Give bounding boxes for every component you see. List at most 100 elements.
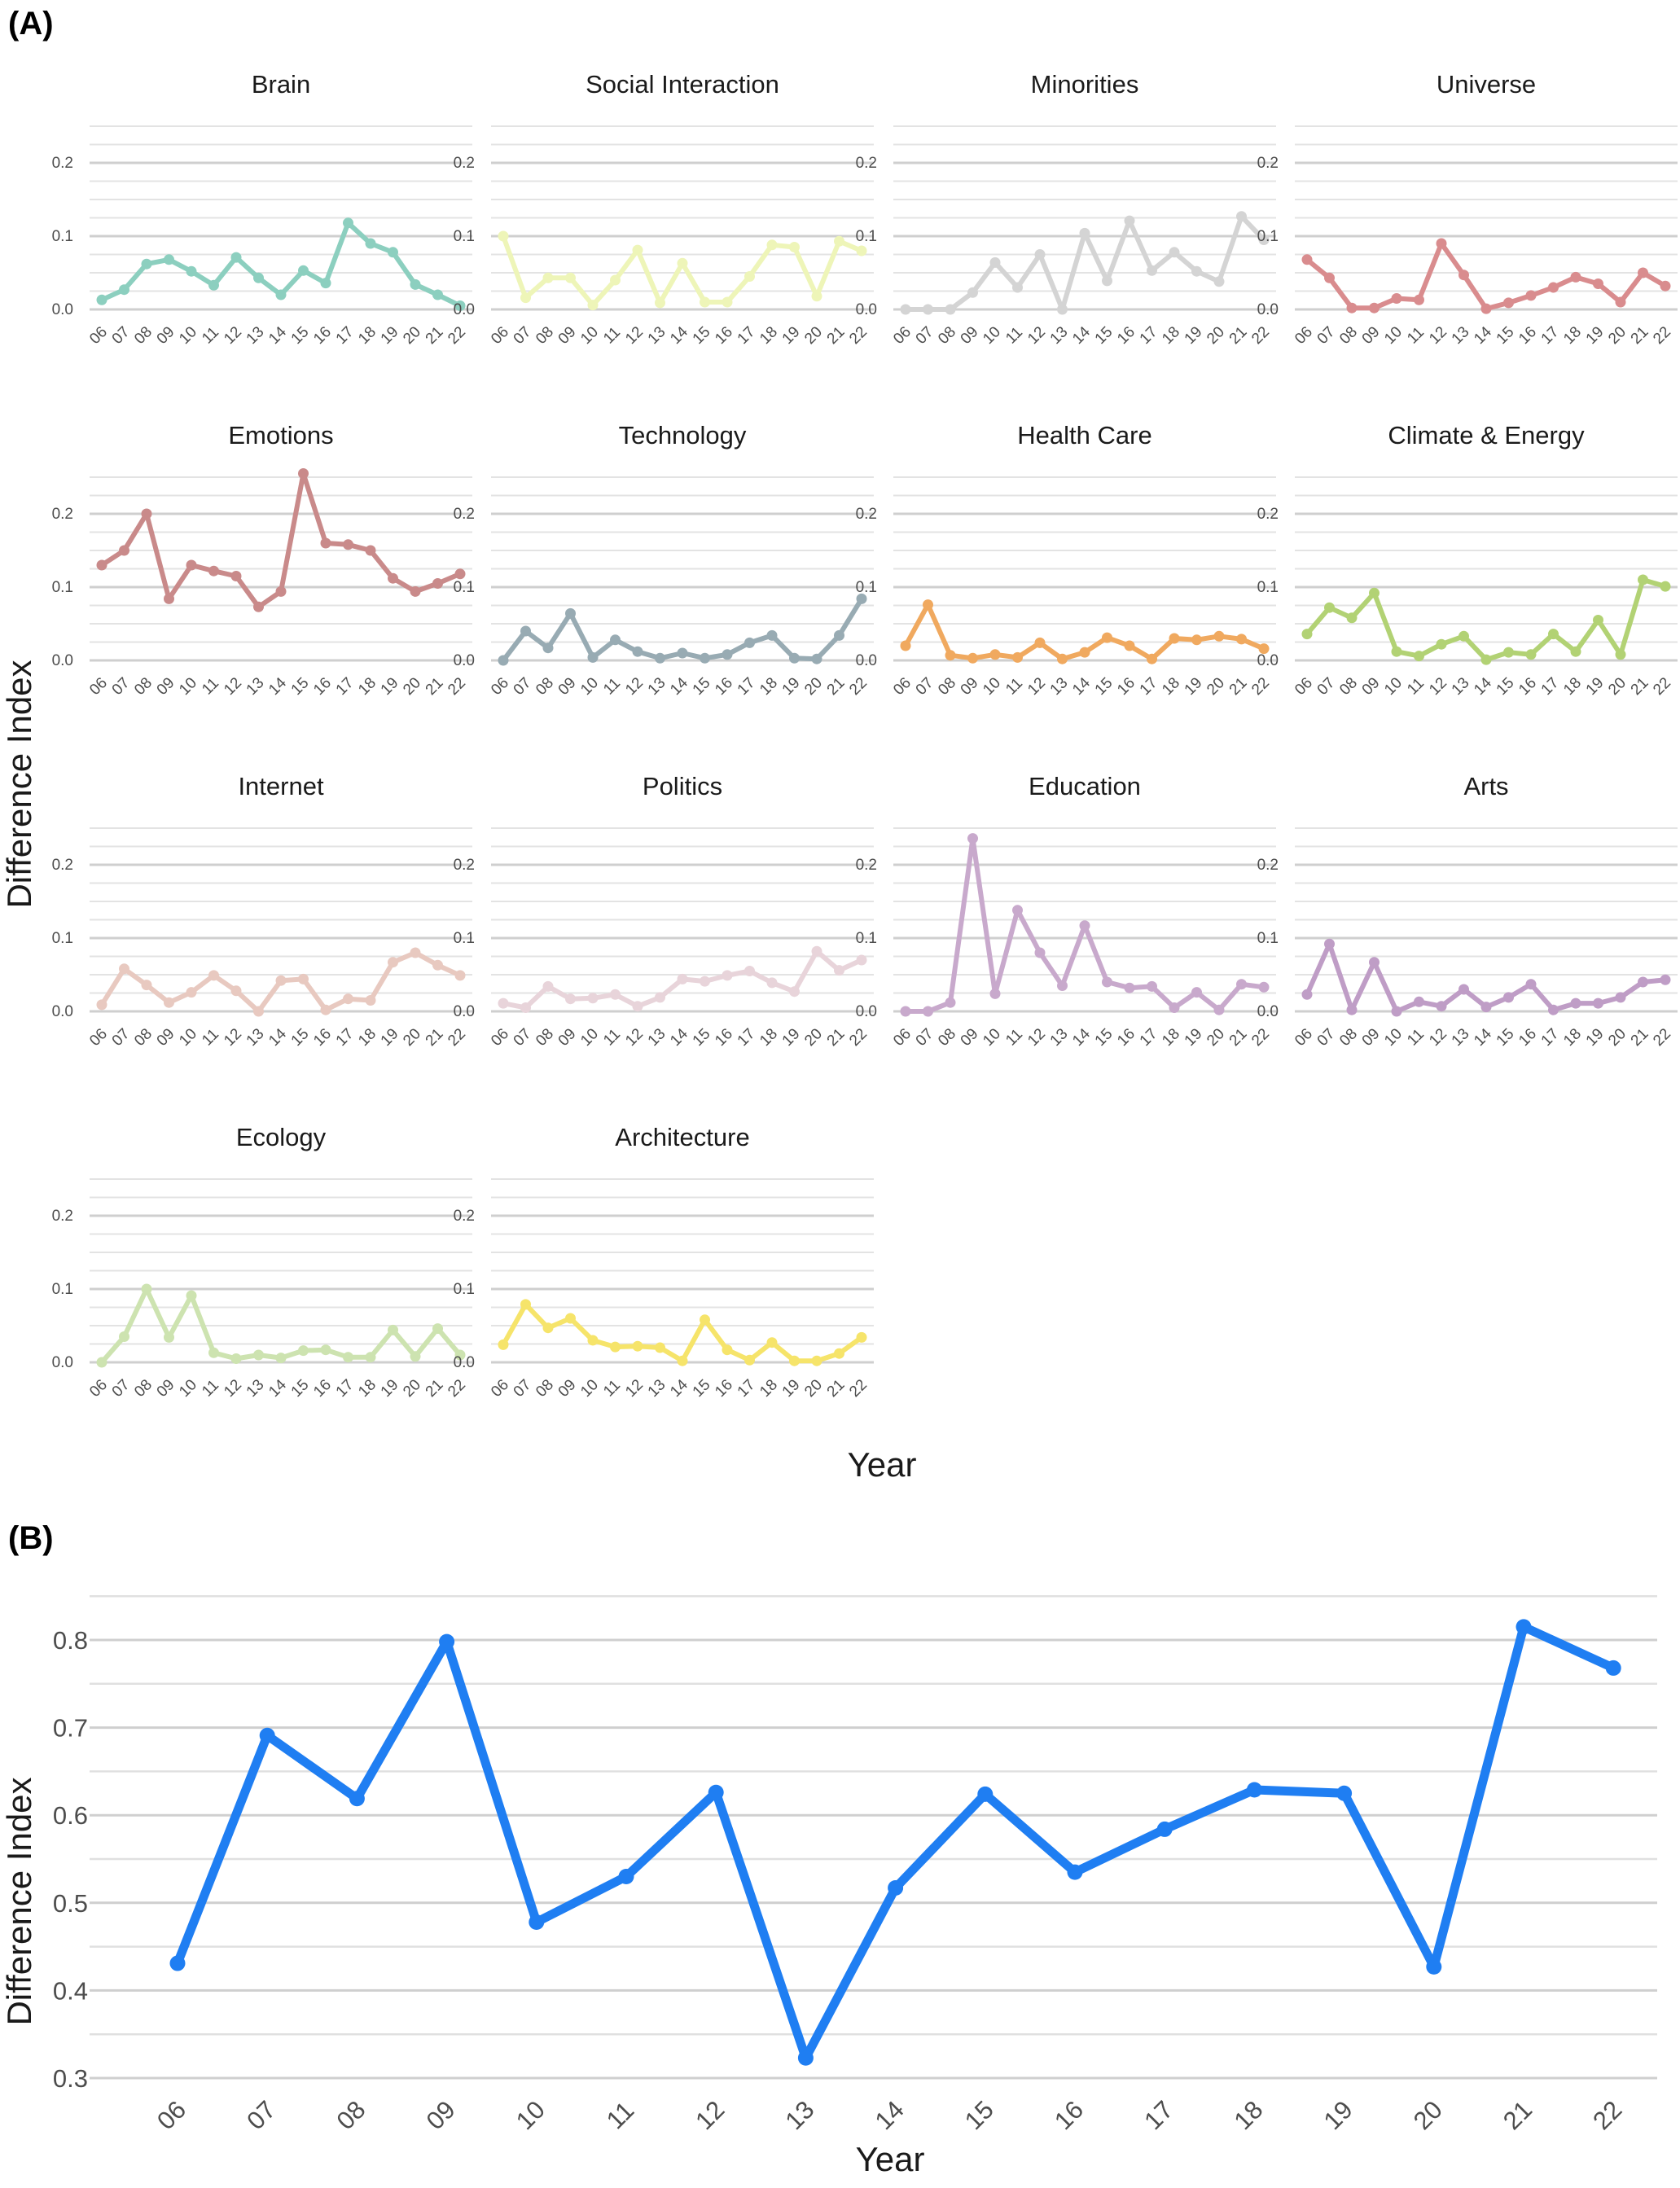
y-tick-label: 0.0	[856, 1003, 877, 1020]
data-point	[298, 1345, 309, 1357]
y-tick-label: 0.1	[454, 1281, 475, 1298]
x-tick-label: 20	[1204, 323, 1228, 348]
x-tick-label: 22	[1650, 323, 1674, 348]
data-point	[811, 945, 822, 957]
x-tick-label: 20	[400, 323, 424, 348]
x-tick-label: 12	[622, 1025, 647, 1050]
data-point	[298, 265, 309, 276]
data-point	[1169, 1002, 1180, 1013]
x-tick-label: 14	[1471, 674, 1495, 699]
y-tick-label: 0.4	[53, 1976, 88, 2005]
x-tick-label: 18	[355, 1025, 379, 1050]
data-point	[744, 1354, 755, 1366]
panel-b-x-axis-title: Year	[856, 2140, 925, 2178]
data-point	[432, 289, 443, 300]
panel-a-label: (A)	[8, 6, 54, 42]
data-point	[834, 235, 844, 247]
x-tick-label: 21	[1226, 674, 1251, 699]
y-tick-label: 0.1	[856, 930, 877, 947]
x-tick-label: 10	[176, 674, 200, 699]
data-point	[542, 1322, 554, 1334]
x-tick-label: 20	[1605, 323, 1630, 348]
x-tick-label: 20	[1605, 1025, 1630, 1050]
x-tick-label: 09	[555, 1025, 580, 1050]
x-tick-label: 07	[511, 1376, 535, 1401]
x-tick-label: 18	[1159, 323, 1183, 348]
x-tick-label: 15	[1092, 323, 1116, 348]
y-tick-label: 0.1	[52, 930, 73, 947]
y-tick-label: 0.1	[454, 579, 475, 596]
y-tick-label: 0.0	[454, 1354, 475, 1371]
x-tick-label: 06	[890, 674, 915, 699]
x-tick-label: 07	[913, 323, 937, 348]
data-point	[1034, 249, 1046, 260]
data-point	[722, 296, 733, 308]
x-tick-label: 11	[199, 324, 222, 348]
x-tick-label: 12	[622, 1376, 647, 1401]
data-point	[1436, 638, 1447, 650]
x-tick-label: 07	[511, 674, 535, 699]
data-point	[632, 1340, 643, 1352]
x-tick-label: 21	[824, 1025, 849, 1050]
x-tick-label: 16	[310, 1025, 335, 1050]
x-tick-label: 12	[1024, 1025, 1049, 1050]
data-point	[320, 537, 331, 549]
data-point	[230, 252, 242, 263]
y-tick-label: 0.1	[52, 1281, 73, 1298]
data-point	[1191, 634, 1202, 646]
data-point	[967, 652, 978, 664]
x-tick-label: 12	[1426, 674, 1450, 699]
data-point	[856, 954, 867, 966]
data-point	[1034, 637, 1046, 648]
data-point	[834, 965, 844, 976]
data-point	[298, 973, 309, 984]
data-point	[253, 1006, 264, 1017]
data-point	[1593, 278, 1603, 289]
x-tick-label: 10	[577, 1376, 602, 1401]
data-point	[1236, 634, 1247, 645]
data-point	[797, 2050, 814, 2066]
data-point	[1034, 947, 1046, 958]
data-point	[365, 545, 376, 556]
data-point	[1213, 1004, 1225, 1015]
x-tick-label: 08	[131, 674, 156, 699]
x-tick-label: 16	[1516, 674, 1540, 699]
y-tick-label: 0.2	[52, 857, 73, 874]
facet-title: Climate & Energy	[1388, 421, 1585, 449]
data-point	[1369, 587, 1380, 599]
data-point	[1012, 282, 1023, 293]
data-point	[1503, 992, 1514, 1003]
data-point	[454, 1349, 466, 1361]
x-tick-label: 08	[331, 2095, 371, 2135]
data-point	[722, 649, 733, 660]
data-point	[1516, 1619, 1532, 1635]
data-point	[186, 559, 197, 571]
series-line-difference-index	[173, 1622, 1618, 2063]
y-tick-label: 0.2	[1257, 155, 1279, 172]
x-tick-label: 09	[154, 1376, 178, 1401]
x-tick-label: 07	[511, 1025, 535, 1050]
x-tick-label: 18	[355, 323, 379, 348]
y-tick-label: 0.1	[454, 930, 475, 947]
x-tick-label: 19	[779, 674, 804, 699]
data-point	[811, 291, 822, 302]
data-point	[744, 637, 755, 648]
y-tick-label: 0.0	[856, 652, 877, 669]
data-point	[677, 1355, 688, 1366]
data-point	[856, 1331, 867, 1343]
x-tick-label: 08	[1336, 1025, 1361, 1050]
data-point	[1458, 984, 1469, 995]
x-tick-label: 19	[1583, 323, 1608, 348]
x-tick-label: 16	[1516, 323, 1540, 348]
data-point	[655, 297, 665, 309]
data-point	[388, 1324, 398, 1335]
data-point	[275, 289, 287, 300]
x-tick-label: 19	[1182, 323, 1206, 348]
data-point	[1147, 653, 1157, 664]
data-point	[208, 1347, 219, 1358]
x-tick-label: 16	[1114, 674, 1138, 699]
x-tick-label: 19	[378, 1025, 402, 1050]
data-point	[388, 957, 398, 968]
data-point	[1615, 296, 1626, 308]
data-point	[766, 1337, 778, 1348]
